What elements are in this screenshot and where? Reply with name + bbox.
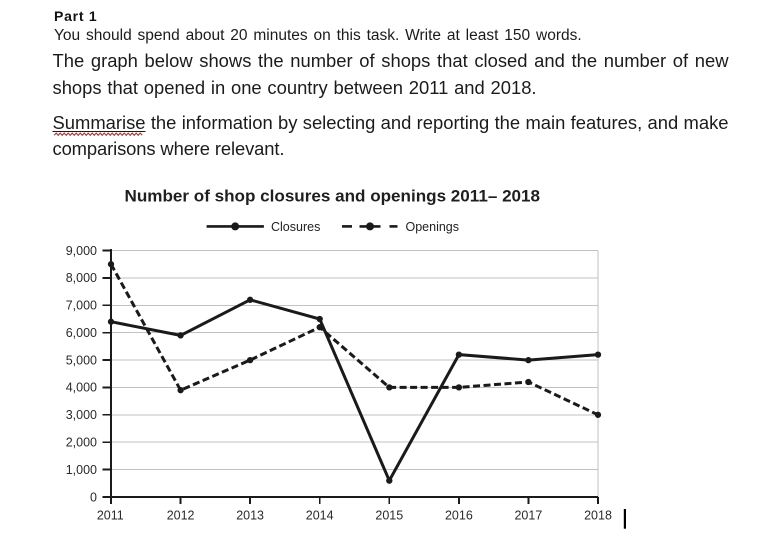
svg-text:2011: 2011 (97, 509, 124, 523)
svg-text:6,000: 6,000 (66, 326, 97, 340)
svg-text:Number of shop closures and op: Number of shop closures and openings 201… (125, 188, 541, 206)
svg-text:2016: 2016 (445, 509, 473, 523)
svg-text:2015: 2015 (375, 509, 403, 523)
svg-text:2018: 2018 (584, 509, 612, 523)
svg-text:2012: 2012 (167, 509, 195, 523)
svg-text:5,000: 5,000 (66, 353, 97, 367)
svg-text:Openings: Openings (406, 220, 460, 234)
svg-text:2013: 2013 (236, 509, 264, 523)
svg-text:Closures: Closures (271, 220, 320, 234)
svg-text:2017: 2017 (514, 509, 542, 523)
svg-text:2014: 2014 (306, 509, 334, 523)
svg-text:1,000: 1,000 (66, 463, 97, 477)
svg-text:7,000: 7,000 (66, 299, 97, 313)
svg-text:0: 0 (90, 490, 97, 504)
svg-text:9,000: 9,000 (66, 244, 97, 258)
svg-text:2,000: 2,000 (66, 436, 97, 450)
svg-text:3,000: 3,000 (66, 408, 97, 422)
svg-text:4,000: 4,000 (66, 381, 97, 395)
svg-text:8,000: 8,000 (66, 271, 97, 285)
